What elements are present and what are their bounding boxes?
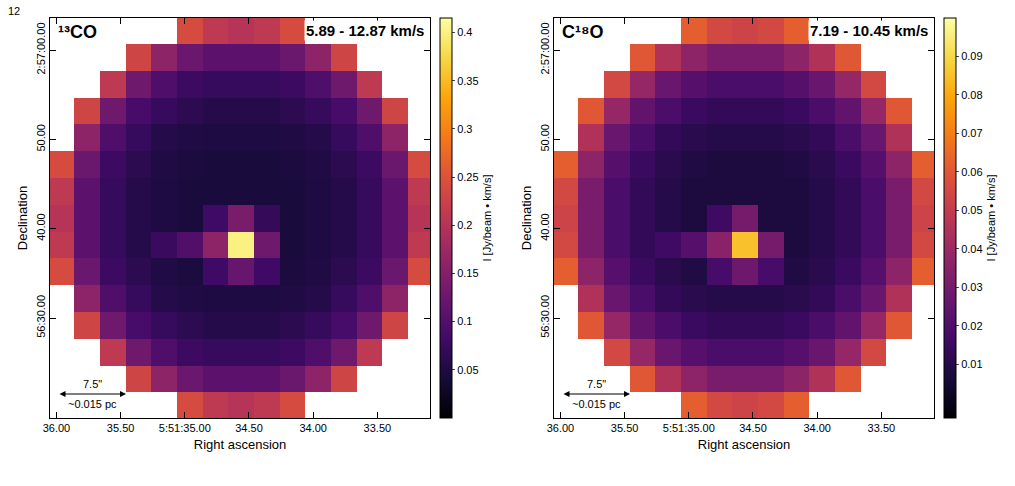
svg-text:~0.015 pc: ~0.015 pc xyxy=(572,398,621,410)
svg-text:12: 12 xyxy=(8,5,20,17)
svg-text:Declination: Declination xyxy=(519,186,534,250)
svg-text:5:51:35.00: 5:51:35.00 xyxy=(663,422,715,434)
svg-text:0.03: 0.03 xyxy=(961,281,982,293)
svg-text:56:30.00: 56:30.00 xyxy=(539,295,551,338)
svg-text:50.00: 50.00 xyxy=(35,124,47,152)
svg-text:0.25: 0.25 xyxy=(457,171,478,183)
svg-text:36.00: 36.00 xyxy=(43,422,71,434)
svg-text:35.50: 35.50 xyxy=(107,422,135,434)
svg-text:0.4: 0.4 xyxy=(457,26,472,38)
svg-text:33.50: 33.50 xyxy=(364,422,392,434)
svg-text:Declination: Declination xyxy=(15,186,30,250)
svg-text:5:51:35.00: 5:51:35.00 xyxy=(159,422,211,434)
svg-text:0.2: 0.2 xyxy=(457,219,472,231)
svg-text:50.00: 50.00 xyxy=(539,124,551,152)
svg-text:34.00: 34.00 xyxy=(299,422,327,434)
svg-text:0.15: 0.15 xyxy=(457,267,478,279)
svg-text:34.50: 34.50 xyxy=(235,422,263,434)
svg-text:0.1: 0.1 xyxy=(457,315,472,327)
svg-text:0.3: 0.3 xyxy=(457,123,472,135)
svg-text:0.04: 0.04 xyxy=(961,243,982,255)
svg-text:0.08: 0.08 xyxy=(961,89,982,101)
svg-text:7.19 - 10.45 km/s: 7.19 - 10.45 km/s xyxy=(810,22,928,39)
svg-text:0.06: 0.06 xyxy=(961,166,982,178)
svg-text:34.50: 34.50 xyxy=(739,422,767,434)
svg-text:40.00: 40.00 xyxy=(539,213,551,241)
svg-text:C¹⁸O: C¹⁸O xyxy=(562,22,604,42)
svg-text:36.00: 36.00 xyxy=(547,422,575,434)
svg-text:2:57:00.00: 2:57:00.00 xyxy=(539,22,551,74)
svg-text:0.35: 0.35 xyxy=(457,75,478,87)
svg-text:Right ascension: Right ascension xyxy=(698,437,791,452)
svg-text:2:57:00.00: 2:57:00.00 xyxy=(35,22,47,74)
svg-text:33.50: 33.50 xyxy=(868,422,896,434)
svg-text:0.07: 0.07 xyxy=(961,127,982,139)
svg-text:I [Jy/beam • km/s]: I [Jy/beam • km/s] xyxy=(481,175,493,262)
svg-text:Right ascension: Right ascension xyxy=(194,437,287,452)
svg-text:¹³CO: ¹³CO xyxy=(58,22,97,42)
svg-text:0.01: 0.01 xyxy=(961,358,982,370)
svg-text:5.89 - 12.87 km/s: 5.89 - 12.87 km/s xyxy=(306,22,424,39)
svg-text:7.5": 7.5" xyxy=(587,378,606,390)
svg-text:40.00: 40.00 xyxy=(35,213,47,241)
svg-text:35.50: 35.50 xyxy=(611,422,639,434)
svg-text:7.5": 7.5" xyxy=(83,378,102,390)
svg-text:0.09: 0.09 xyxy=(961,50,982,62)
svg-text:0.05: 0.05 xyxy=(457,364,478,376)
svg-text:~0.015 pc: ~0.015 pc xyxy=(68,398,117,410)
svg-text:0.05: 0.05 xyxy=(961,204,982,216)
svg-text:56:30.00: 56:30.00 xyxy=(35,295,47,338)
svg-text:0.02: 0.02 xyxy=(961,320,982,332)
svg-text:34.00: 34.00 xyxy=(803,422,831,434)
svg-text:I [Jy/beam • km/s]: I [Jy/beam • km/s] xyxy=(985,175,997,262)
